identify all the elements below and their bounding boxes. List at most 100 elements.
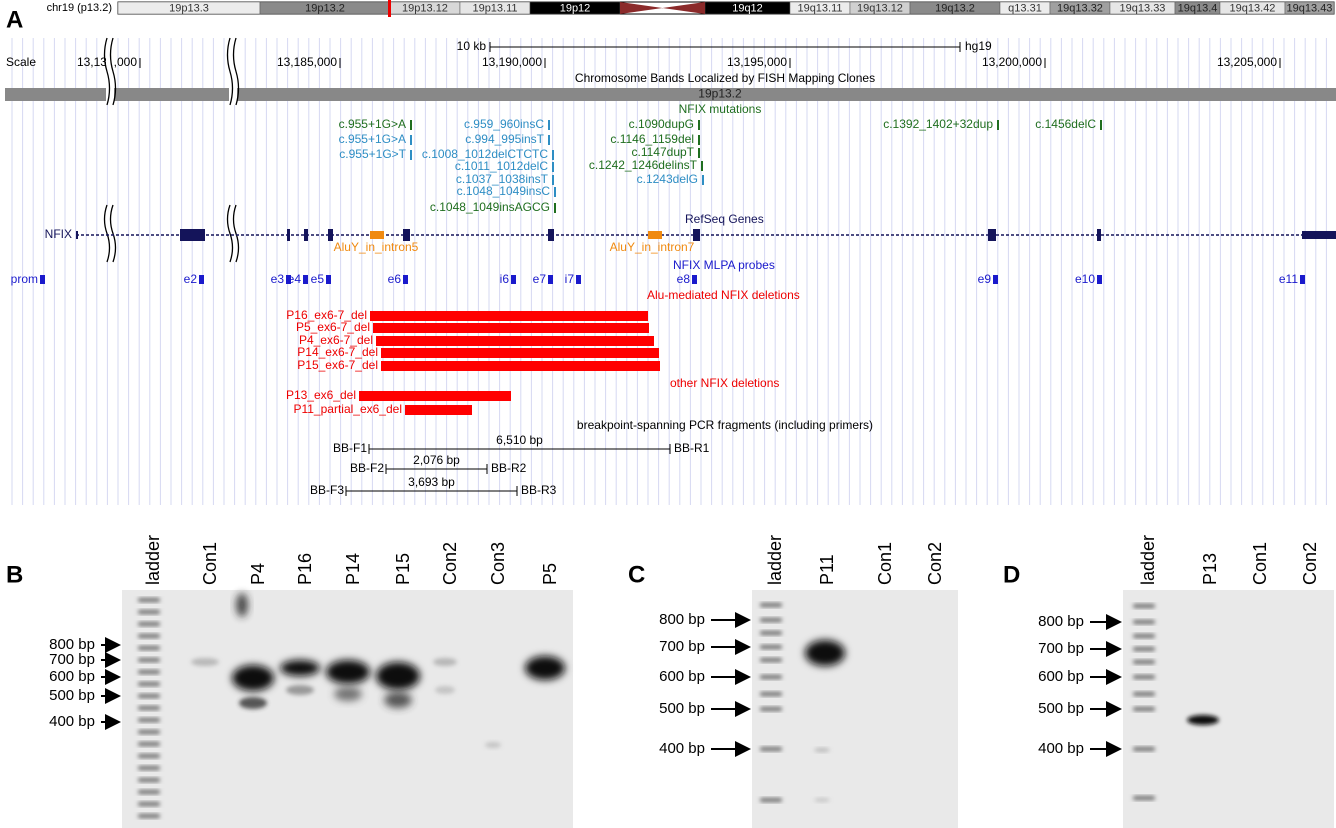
ladder-band xyxy=(138,706,160,710)
probe xyxy=(326,275,331,284)
ideogram-band xyxy=(1284,1,1335,15)
ladder-band xyxy=(138,622,160,626)
gel-band xyxy=(1187,715,1219,725)
ladder-band xyxy=(138,814,160,818)
alu-element xyxy=(648,231,662,239)
ideogram-band-label: 19q13.33 xyxy=(1120,2,1166,14)
mutation-tick xyxy=(702,175,704,185)
scale-label: Scale xyxy=(6,55,36,69)
ideogram-band-label: 19q13.32 xyxy=(1057,2,1103,14)
exon xyxy=(304,229,308,241)
centromere xyxy=(620,2,705,14)
panel-label: D xyxy=(1003,561,1020,588)
mutation-tick xyxy=(554,187,556,197)
ideogram-band-label: 19q13.12 xyxy=(857,2,903,14)
position-label: 13,185,000 xyxy=(277,55,337,69)
break-mark xyxy=(103,204,111,263)
exon xyxy=(548,229,554,241)
probe xyxy=(548,275,553,284)
probe-label: e11 xyxy=(1279,272,1298,286)
ladder-band xyxy=(138,598,160,602)
ideogram-band-label: 19q13.42 xyxy=(1230,2,1276,14)
mutation-label: c.1147dupT xyxy=(632,145,695,159)
deletion-bar xyxy=(381,348,659,358)
probe xyxy=(1300,275,1305,284)
marker-label: 700 bp xyxy=(1038,640,1084,657)
marker-label: 400 bp xyxy=(49,713,95,730)
gel-band xyxy=(236,593,248,617)
fragment-size: 2,076 bp xyxy=(413,453,460,467)
lane-label: ladder xyxy=(765,535,785,585)
mutation-tick xyxy=(997,120,999,130)
gel-band xyxy=(525,656,565,680)
mutation-label: c.1090dupG xyxy=(629,117,694,131)
ideogram-band-label: 19q13.11 xyxy=(797,2,842,14)
ladder-band xyxy=(1133,634,1155,638)
gel-band xyxy=(433,658,457,666)
break-mark xyxy=(226,37,234,106)
probe-label: e10 xyxy=(1075,272,1095,286)
ladder-band xyxy=(760,692,782,696)
break-gap xyxy=(106,38,114,105)
deletion-label: P4_ex6-7_del xyxy=(299,333,373,347)
position-label: 13,205,000 xyxy=(1217,55,1277,69)
mutation-tick xyxy=(698,135,700,145)
lane-label: ladder xyxy=(143,535,163,585)
panel-label: C xyxy=(628,561,645,588)
ladder-band xyxy=(760,747,782,751)
gel-band xyxy=(376,662,420,690)
primer-label: BB-F1 xyxy=(333,441,367,455)
probe-label: i7 xyxy=(565,272,575,286)
fragment-size: 6,510 bp xyxy=(496,433,543,447)
probe-label: e5 xyxy=(311,272,325,286)
mutation-label: c.1392_1402+32dup xyxy=(883,117,993,131)
deletion-label: P5_ex6-7_del xyxy=(296,320,370,334)
marker-label: 600 bp xyxy=(49,668,95,685)
position-label: 13,190,000 xyxy=(482,55,542,69)
deletion-bar xyxy=(359,391,511,401)
break-mark xyxy=(226,204,234,263)
probe xyxy=(303,275,308,284)
ideogram-band-label: 19q12 xyxy=(732,2,763,14)
ladder-band xyxy=(1133,692,1155,696)
mutation-tick xyxy=(1100,120,1102,130)
lane-label: Con1 xyxy=(1250,542,1270,585)
lane-label: P13 xyxy=(1200,553,1220,585)
ideogram-band-label: 19q13.2 xyxy=(935,2,975,14)
ladder-band xyxy=(138,718,160,722)
marker-label: 700 bp xyxy=(49,651,95,668)
ideogram-band-label: 19p13.2 xyxy=(305,2,345,14)
marker-label: 800 bp xyxy=(1038,613,1084,630)
marker-label: 800 bp xyxy=(49,636,95,653)
ladder-band xyxy=(1133,675,1155,679)
mutation-tick xyxy=(698,148,700,158)
deletion-label: P15_ex6-7_del xyxy=(297,358,378,372)
break-mark xyxy=(232,204,240,263)
exon xyxy=(328,229,333,241)
mutation-label: c.994_995insT xyxy=(465,132,544,146)
marker-label: 600 bp xyxy=(1038,668,1084,685)
ideogram-band-label: 19q13.43 xyxy=(1287,2,1333,14)
gel-band xyxy=(384,692,412,708)
mutation-label: c.1456delC xyxy=(1035,117,1096,131)
alu-element xyxy=(370,231,384,239)
scale-bar-label: 10 kb xyxy=(457,39,487,53)
deletion-label: P11_partial_ex6_del xyxy=(293,402,402,416)
probe xyxy=(40,275,45,284)
ladder-band xyxy=(138,790,160,794)
gel-band xyxy=(805,640,845,666)
deletion-bar xyxy=(376,336,654,346)
probe-label: e3 xyxy=(271,272,285,286)
ladder-band xyxy=(138,754,160,758)
ladder-band xyxy=(1133,620,1155,624)
mutation-tick xyxy=(554,203,556,213)
band-label: 19p13.2 xyxy=(698,87,742,101)
panel-label: B xyxy=(6,561,23,588)
ladder-band xyxy=(760,645,782,649)
ladder-band xyxy=(1133,707,1155,711)
track-title: NFIX mutations xyxy=(679,102,762,116)
primer-label: BB-F3 xyxy=(310,483,344,497)
mutation-label: c.1146_1159del xyxy=(610,132,694,146)
exon xyxy=(76,231,78,239)
gel-band xyxy=(814,798,830,802)
